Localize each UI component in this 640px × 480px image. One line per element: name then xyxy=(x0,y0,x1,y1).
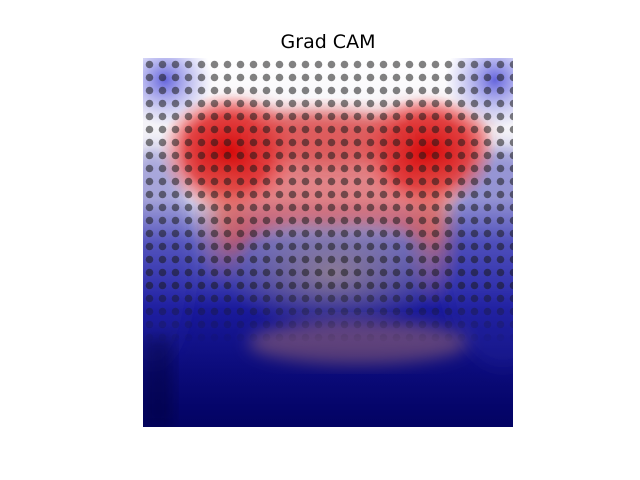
gradcam-heatmap xyxy=(143,58,513,427)
dot-pattern-overlay xyxy=(143,58,513,427)
figure-title: Grad CAM xyxy=(280,31,376,53)
